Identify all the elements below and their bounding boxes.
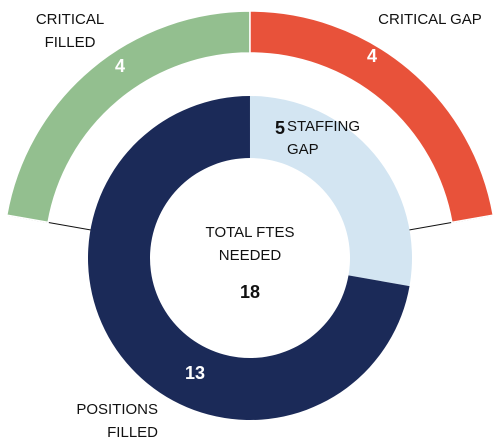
inner-value-label: 13 — [184, 363, 206, 383]
inner-segment — [250, 96, 412, 287]
inner-value-label: 5 — [274, 118, 285, 138]
inner-category-label: POSITIONS FILLED — [76, 401, 158, 441]
total-value: 18 — [239, 282, 261, 302]
outer-value-label: 4 — [366, 46, 377, 66]
outer-segment — [249, 10, 494, 224]
outer-value-label: 4 — [114, 56, 125, 76]
center-label: TOTAL FTES NEEDED — [205, 224, 295, 264]
inner-segment — [88, 96, 410, 420]
outer-category-label: CRITICAL GAP — [378, 11, 482, 28]
outer-category-label: CRITICAL FILLED — [35, 11, 105, 51]
inner-category-label: STAFFING GAP — [287, 118, 361, 158]
